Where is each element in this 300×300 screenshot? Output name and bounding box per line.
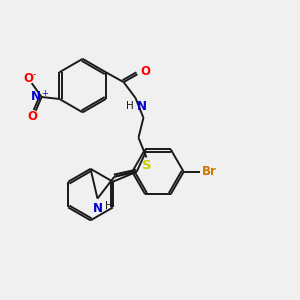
Text: H: H [105, 200, 113, 211]
Text: Br: Br [202, 165, 216, 178]
Text: N: N [136, 100, 146, 113]
Text: O: O [140, 65, 151, 78]
Text: -: - [33, 69, 36, 79]
Text: H: H [126, 101, 134, 111]
Text: N: N [92, 202, 103, 214]
Text: O: O [28, 110, 38, 123]
Text: +: + [41, 88, 48, 98]
Text: N: N [31, 91, 40, 103]
Text: S: S [142, 159, 151, 172]
Text: O: O [24, 72, 34, 85]
